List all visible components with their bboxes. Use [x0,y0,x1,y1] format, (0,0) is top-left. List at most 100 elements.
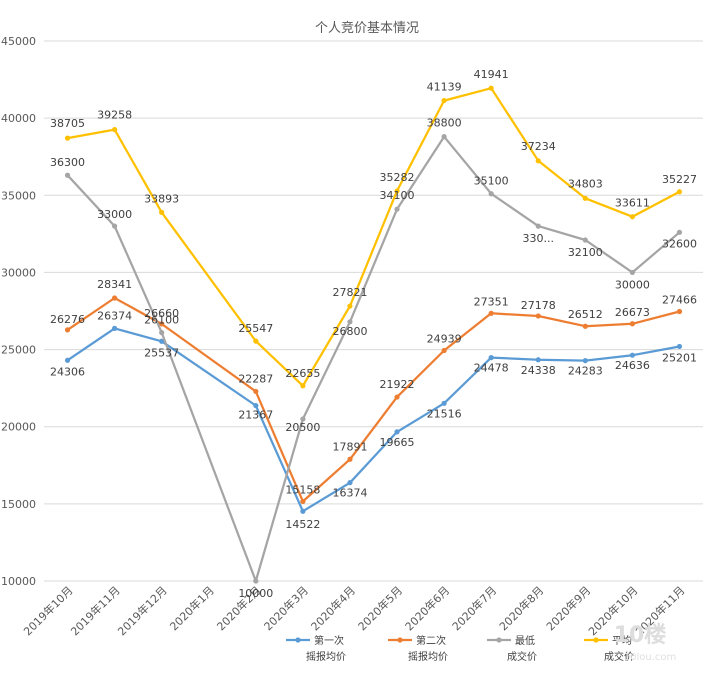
x-tick-label: 2020年8月 [496,583,546,633]
data-label: 27821 [332,286,367,299]
data-point [676,308,683,315]
data-label: 25201 [662,351,697,364]
data-point [535,223,541,229]
data-point [159,209,165,215]
data-label: 38800 [427,117,462,130]
data-point [629,352,635,358]
data-point [159,321,165,327]
x-tick-label: 2020年1月 [167,583,217,633]
data-label: 24939 [427,333,462,346]
data-label: 17891 [332,440,367,453]
data-label: 25537 [144,346,179,359]
data-point [112,223,118,229]
series-group [64,325,683,514]
data-label: 24283 [568,365,603,378]
data-point [64,327,71,333]
data-point [253,578,259,584]
series-group [64,85,683,389]
legend-label: 成交价 [507,650,537,663]
data-label: 33893 [144,192,179,205]
y-tick-label: 30000 [1,266,36,279]
data-point [535,158,541,164]
legend-label: 摇报均价 [306,650,346,663]
data-labels: 24306 26374 25537 21367 14522 16374 19665 21516… [50,68,697,600]
data-point [582,323,588,329]
x-tick-label: 2020年9月 [543,583,593,633]
data-label: 27351 [474,295,509,308]
y-tick-label: 45000 [1,35,36,48]
data-label: 35227 [662,173,697,186]
data-point [159,338,165,344]
legend-label: 摇报均价 [408,650,448,663]
data-point [394,429,400,435]
data-label: 22655 [285,367,320,380]
y-tick-label: 20000 [1,421,36,434]
data-point [347,456,353,462]
watermark-logo-text: 10楼 [614,623,667,648]
x-axis-ticks: 2019年10月2019年11月2019年12月2020年1月2020年2月20… [21,583,688,638]
data-label: 26276 [50,313,85,326]
x-tick-label: 2019年11月 [68,583,123,638]
data-label: 35282 [380,171,415,184]
data-label: 24636 [615,359,650,372]
data-point [488,85,494,91]
data-label: 24478 [474,362,509,375]
watermark-site-text: 10lou.com [624,652,677,663]
legend-label: 成交价 [604,650,634,663]
x-tick-label: 2020年5月 [355,583,405,633]
data-label: 26800 [332,325,367,338]
data-label: 26100 [144,314,179,327]
data-point [535,357,541,363]
data-point [253,403,259,409]
data-point [112,126,118,133]
data-point [347,480,353,486]
data-label: 19665 [380,436,415,449]
data-point [629,321,635,327]
watermark-logo: 10楼 10lou.com [614,623,677,663]
x-tick-label: 2019年12月 [115,583,170,638]
data-point [535,313,541,319]
data-label: 10000 [238,587,273,600]
data-point [394,188,400,194]
series-lines [64,85,683,584]
data-label: 27466 [662,294,697,307]
data-point [300,416,306,422]
data-label: 22287 [238,372,273,385]
data-label: 33000 [97,208,132,221]
data-label: 41139 [427,81,462,94]
data-point [394,206,400,212]
y-tick-label: 25000 [1,344,36,357]
data-label: 15158 [285,483,320,496]
data-point [253,388,259,395]
data-label: 32100 [568,246,603,259]
x-tick-label: 2019年10月 [21,583,76,638]
data-label: 34100 [380,189,415,202]
x-tick-label: 2020年4月 [308,583,358,633]
data-point [347,303,353,309]
legend-label: 第二次 [416,634,446,647]
legend-label: 最低 [515,634,535,647]
data-label: 20500 [285,421,320,434]
data-label: 16374 [332,487,367,500]
data-point [629,269,635,276]
data-point [676,343,683,350]
data-point [394,394,400,400]
data-point [441,347,447,354]
chart-title: 个人竞价基本情况 [315,20,419,36]
data-label: 24338 [521,364,556,377]
y-tick-label: 15000 [1,498,36,511]
data-label: 33611 [615,197,650,210]
data-point [582,358,588,364]
data-label: 26673 [615,306,650,319]
data-label: 35100 [474,175,509,188]
y-tick-label: 35000 [1,189,36,202]
legend-marker [496,637,502,643]
data-point [347,319,353,325]
data-point [488,191,494,197]
series-group [64,295,683,505]
data-point [300,508,306,514]
